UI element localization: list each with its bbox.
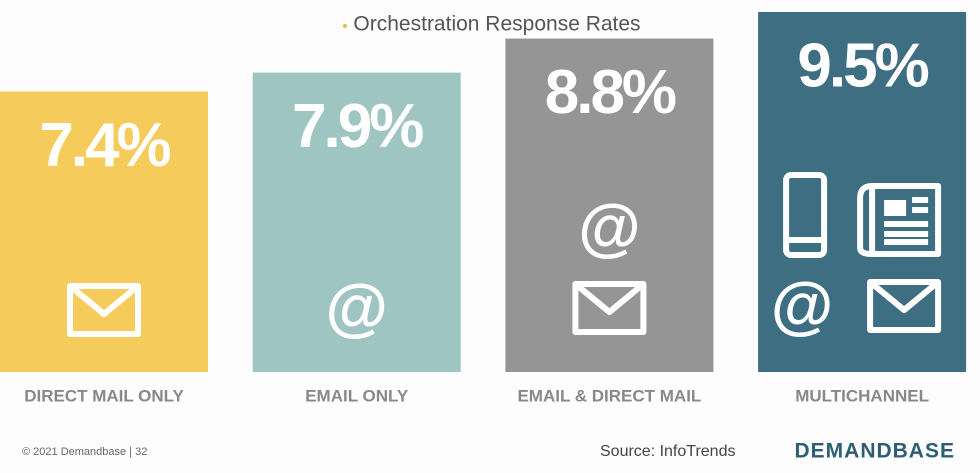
bar	[505, 38, 714, 373]
at-icon: @	[578, 191, 640, 263]
at-icon: @	[771, 269, 833, 341]
chart-title: Orchestration Response Rates	[353, 13, 640, 36]
bar	[0, 91, 208, 372]
title-bullet	[343, 24, 347, 28]
phone-icon	[783, 172, 828, 258]
brand: DEMANDBASE	[794, 440, 955, 463]
envelope-flap	[68, 283, 140, 317]
bar-icons: @	[771, 172, 942, 341]
envelope-flap	[868, 279, 941, 313]
paper-fold	[857, 183, 873, 257]
bar-icons: @	[572, 191, 647, 335]
bar	[252, 72, 461, 372]
value-label: 7.9%	[292, 92, 423, 161]
value-label: 8.8%	[545, 58, 676, 127]
envelope-icon	[867, 279, 942, 333]
envelope-icon	[572, 281, 647, 335]
category-label: EMAIL ONLY	[305, 386, 409, 405]
category-label: EMAIL & DIRECT MAIL	[517, 386, 701, 405]
at-icon: @	[325, 271, 387, 343]
bar-icons	[67, 283, 141, 337]
value-label: 7.4%	[39, 111, 170, 180]
category-label: MULTICHANNEL	[795, 386, 929, 405]
paper-photo	[884, 200, 907, 216]
source: Source: InfoTrends	[600, 443, 735, 460]
bar-icons: @	[325, 271, 387, 343]
envelope-icon	[67, 283, 141, 337]
category-label: DIRECT MAIL ONLY	[24, 386, 184, 405]
value-label: 9.5%	[797, 31, 928, 100]
paper-icon	[869, 183, 942, 257]
footer: © 2021 Demandbase | 32	[22, 446, 147, 458]
envelope-flap	[573, 281, 646, 315]
